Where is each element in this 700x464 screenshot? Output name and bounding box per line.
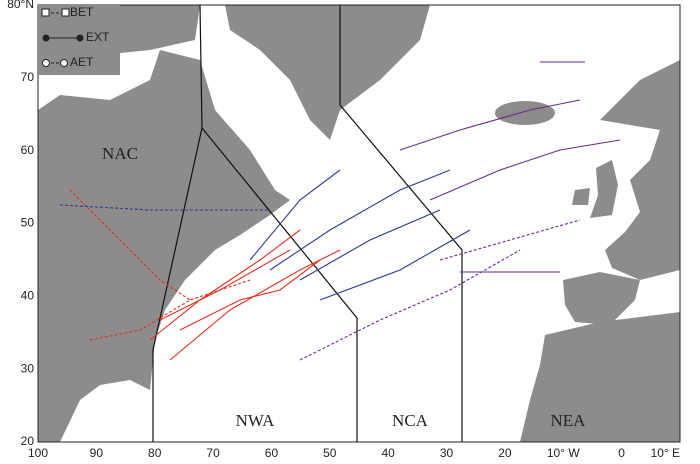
x-tick-label: 20	[498, 446, 512, 460]
y-tick-label: 40	[21, 289, 35, 303]
region-label: NWA	[236, 411, 275, 430]
legend-label: BET	[70, 5, 94, 19]
frame	[37, 4, 681, 443]
y-tick-label: 20	[21, 434, 35, 448]
x-tick-label: 40	[382, 446, 396, 460]
x-tick-label: 30	[440, 446, 454, 460]
x-tick-label: 60	[265, 446, 279, 460]
x-tick-label: 50	[323, 446, 337, 460]
y-tick-label: 60	[21, 143, 35, 157]
y-tick-label: 30	[21, 361, 35, 375]
x-tick-label: 0	[618, 446, 625, 460]
y-tick-label: 70	[21, 70, 35, 84]
region-label: NEA	[551, 411, 587, 430]
region-boundaries	[152, 4, 463, 442]
region-label: NAC	[102, 144, 138, 163]
x-tick-label: 100	[28, 446, 48, 460]
x-tick-label: 90	[90, 446, 104, 460]
x-tick-label: 10° E	[651, 446, 680, 460]
y-tick-label: 80°N	[7, 0, 34, 11]
y-tick-label: 50	[21, 216, 35, 230]
land	[38, 5, 680, 442]
x-tick-label: 10° W	[547, 446, 580, 460]
x-tick-label: 70	[206, 446, 220, 460]
legend-label: EXT	[86, 30, 110, 44]
region-label: NCA	[392, 411, 429, 430]
legend-label: AET	[70, 55, 94, 69]
legend: BET EXT AET	[38, 5, 120, 75]
x-tick-label: 80	[148, 446, 162, 460]
tracks	[59, 61, 621, 361]
